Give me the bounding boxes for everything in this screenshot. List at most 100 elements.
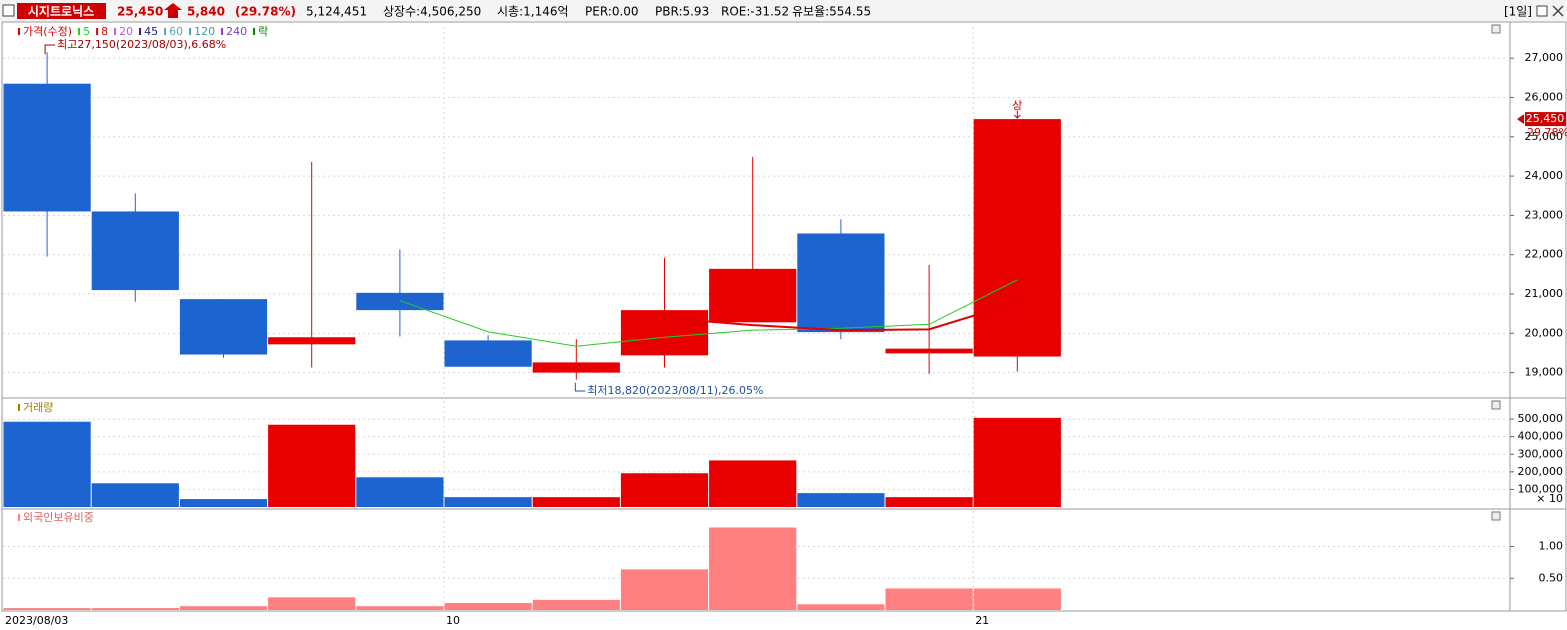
listed: 상장수:4,506,250	[383, 5, 481, 19]
price-pointer	[1517, 114, 1524, 125]
close-button[interactable]	[1552, 5, 1564, 17]
panel-button[interactable]	[1491, 24, 1501, 34]
bar	[3, 421, 91, 507]
candle-body	[885, 348, 973, 354]
market-cap: 시총:1,146억	[497, 5, 569, 19]
panel-title: 거래량	[23, 401, 53, 414]
legend-label: 240	[226, 25, 247, 38]
change-pct: (29.78%)	[235, 5, 296, 19]
legend-label: 가격(수정)	[23, 25, 72, 38]
low-pointer	[574, 382, 586, 392]
legend-swatch	[18, 28, 20, 35]
panel-button[interactable]	[1491, 511, 1501, 521]
name-box	[17, 3, 106, 19]
bar	[973, 417, 1061, 507]
y-tick-label: 22,000	[1525, 248, 1564, 261]
y-tick-label: 0.50	[1539, 571, 1564, 584]
price: 25,450	[117, 5, 163, 19]
bar	[3, 608, 91, 610]
x-tick-label: 2023/08/03	[5, 614, 68, 627]
bar	[709, 460, 797, 507]
unit-note: × 10	[1536, 492, 1563, 505]
y-tick-label: 20,000	[1525, 326, 1564, 339]
high-pointer	[44, 44, 56, 55]
bar	[444, 497, 532, 507]
bar	[268, 597, 356, 610]
y-tick-label: 19,000	[1525, 366, 1564, 379]
checkbox[interactable]	[2, 4, 15, 17]
bar	[797, 493, 885, 507]
y-tick-label: 100,000	[1518, 482, 1564, 495]
bar	[620, 473, 709, 507]
candle-body	[532, 362, 620, 373]
bar	[532, 599, 620, 610]
period[interactable]: [1일]	[1504, 5, 1532, 19]
stock-name: 시지트로닉스	[28, 4, 94, 19]
legend-label: 45	[144, 25, 158, 38]
price-tag-pct: 29.78%	[1527, 126, 1567, 139]
y-tick-label: 1.00	[1539, 540, 1564, 553]
legend-swatch	[114, 28, 117, 35]
y-tick-label: 25,000	[1525, 130, 1564, 143]
pbr: PBR:5.93	[655, 5, 709, 19]
header-bar	[0, 0, 1567, 21]
panel-swatch	[18, 404, 20, 411]
y-tick-label: 26,000	[1525, 90, 1564, 103]
y-tick-label: 23,000	[1525, 208, 1564, 221]
candle-body	[3, 83, 91, 212]
legend-label: 8	[101, 25, 108, 38]
legend-label: 120	[194, 25, 215, 38]
candle-body	[709, 268, 797, 323]
y-tick-label: 24,000	[1525, 169, 1564, 182]
price-tag	[1525, 112, 1566, 127]
ma-line	[399, 279, 1018, 347]
bar	[356, 606, 444, 610]
per: PER:0.00	[585, 5, 639, 19]
panel-swatch	[18, 514, 20, 521]
ma-line	[664, 301, 1018, 332]
bar	[797, 604, 885, 610]
legend-swatch	[189, 28, 192, 35]
x-tick-label: 10	[446, 614, 460, 627]
legend-label: 60	[169, 25, 183, 38]
legend-swatch	[96, 28, 99, 35]
bar	[268, 424, 356, 507]
bar	[179, 499, 268, 507]
price-tag-label: 25,450	[1526, 112, 1565, 125]
bar	[973, 588, 1061, 610]
candle-body	[797, 233, 885, 333]
volume: 5,124,451	[306, 5, 367, 19]
bar	[620, 569, 709, 610]
legend-swatch	[221, 28, 224, 35]
panel-button[interactable]	[1491, 400, 1501, 410]
bar	[91, 608, 179, 610]
bar	[179, 606, 268, 610]
y-tick-label: 300,000	[1518, 447, 1564, 460]
legend-label: 락	[258, 25, 268, 38]
chart-frame	[1, 21, 1567, 612]
x-tick-label: 21	[975, 614, 989, 627]
low-annotation: 최저18,820(2023/08/11),26.05%	[587, 384, 763, 397]
y-tick-label: 400,000	[1518, 430, 1564, 443]
y-tick-label: 21,000	[1525, 287, 1564, 300]
candle-body	[444, 340, 532, 367]
legend-swatch	[164, 28, 167, 35]
maximize-button[interactable]	[1536, 5, 1548, 17]
candle-body	[91, 211, 179, 291]
bar	[885, 588, 973, 610]
limit-up-mark: 상	[1012, 99, 1022, 112]
bar	[709, 527, 797, 610]
limit-up-arrow	[1013, 111, 1021, 119]
candle-body	[268, 337, 356, 345]
high-annotation: 최고27,150(2023/08/03),6.68%	[57, 38, 226, 51]
bar	[885, 497, 973, 507]
candle-body	[179, 299, 268, 355]
y-tick-label: 500,000	[1518, 412, 1564, 425]
y-tick-label: 27,000	[1525, 51, 1564, 64]
bar	[91, 483, 179, 507]
panel-title: 외국인보유비중	[23, 511, 94, 524]
roe: ROE:-31.52	[721, 5, 789, 19]
up-arrow	[164, 3, 182, 18]
legend-label: 5	[83, 25, 90, 38]
